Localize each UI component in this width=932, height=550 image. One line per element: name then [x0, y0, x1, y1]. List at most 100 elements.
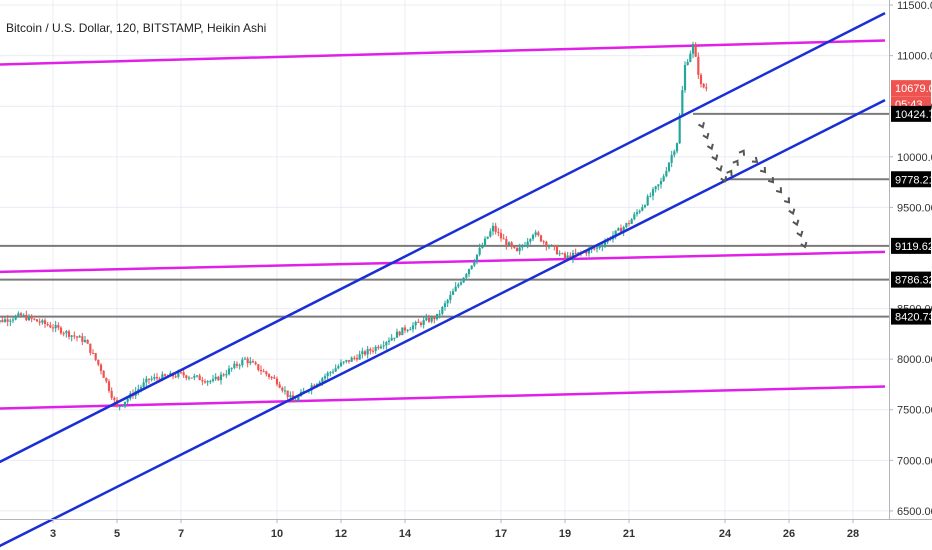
y-tick-label: 11500.00 — [897, 0, 932, 12]
candle-body — [142, 382, 145, 387]
candle-body — [521, 246, 524, 248]
candle-body — [62, 333, 65, 335]
candle-body — [398, 331, 401, 336]
candle-body — [430, 316, 433, 322]
candle-body — [78, 336, 81, 338]
candle-body — [526, 241, 529, 246]
candle-body — [97, 359, 100, 365]
candle-body — [174, 376, 177, 378]
candle-body — [126, 398, 129, 402]
candle-body — [289, 395, 292, 397]
candle-body — [273, 377, 276, 379]
candle-body — [379, 346, 383, 349]
candle-body — [73, 335, 76, 337]
candle-body — [57, 325, 60, 328]
candle-body — [574, 252, 577, 254]
price-label-bg — [891, 80, 931, 97]
candle-body — [659, 181, 663, 185]
candle-body — [542, 241, 545, 243]
candle-body — [350, 357, 353, 362]
candle-body — [345, 360, 348, 362]
candle-body — [702, 84, 705, 88]
candle-body — [577, 252, 580, 254]
candle-body — [275, 378, 279, 385]
candle-body — [209, 380, 212, 382]
candle-body — [241, 359, 244, 366]
candle-body — [657, 184, 660, 187]
candle-body — [689, 53, 692, 62]
price-axis[interactable]: 6500.007000.007500.008000.008500.009500.… — [889, 0, 932, 518]
candle-body — [219, 374, 223, 381]
candle-body — [505, 239, 508, 246]
candle-body — [238, 365, 241, 367]
candle-body — [1, 320, 4, 322]
candle-body — [478, 248, 481, 255]
candle-body — [6, 319, 9, 322]
price-label-bg — [891, 237, 931, 254]
candle-body — [249, 361, 252, 364]
candle-body — [593, 248, 596, 250]
y-tick-label: 7000.00 — [897, 455, 932, 467]
candle-body — [235, 363, 239, 366]
candle-body — [262, 371, 265, 373]
candle-body — [619, 228, 623, 232]
price-labels: 10679.0005:4310424.739778.219119.628786.… — [891, 80, 932, 325]
candle-body — [654, 186, 657, 190]
candle-body — [329, 372, 332, 374]
candle-body — [585, 251, 588, 254]
magenta-trendline — [0, 39, 886, 66]
candle-body — [113, 397, 116, 400]
candle-body — [17, 313, 20, 316]
candle-body — [641, 207, 644, 211]
x-tick-label: 21 — [623, 528, 635, 540]
candle-body — [118, 406, 121, 408]
candle-body — [9, 320, 12, 322]
x-tick-label: 14 — [399, 528, 412, 540]
channel-lines — [0, 12, 886, 548]
projection-arrow — [706, 143, 714, 151]
candle-body — [203, 381, 207, 383]
time-axis[interactable]: 3 5 7 10 12 14 17 19 21 24 26 28 — [50, 519, 859, 540]
candle-body — [358, 354, 361, 360]
candle-body — [561, 253, 564, 255]
projection-arrow — [726, 169, 733, 177]
channel-line-lower — [0, 99, 886, 548]
candle-body — [339, 362, 343, 367]
candle-body — [22, 314, 25, 316]
candle-body — [555, 246, 559, 255]
candle-body — [547, 246, 551, 248]
candle-body — [678, 115, 681, 144]
candle-body — [633, 214, 636, 220]
candle-body — [438, 313, 441, 315]
candle-body — [622, 226, 625, 232]
candle-body — [86, 339, 89, 344]
candle-body — [163, 374, 167, 376]
price-label: 10424.73 — [895, 109, 932, 121]
candle-body — [246, 358, 249, 364]
candle-body — [187, 377, 191, 379]
candle-body — [147, 378, 151, 380]
magenta-trendlines — [0, 39, 886, 410]
candle-body — [646, 196, 649, 206]
candle-body — [323, 376, 327, 379]
candle-body — [518, 247, 521, 252]
candle-body — [11, 319, 15, 321]
candle-body — [94, 353, 97, 360]
candle-body — [534, 232, 537, 235]
candle-body — [705, 87, 708, 89]
candle-body — [225, 374, 228, 376]
magenta-trendline — [0, 385, 886, 410]
candle-body — [587, 249, 591, 254]
candle-body — [443, 303, 447, 307]
candle-body — [673, 151, 676, 156]
candle-body — [454, 286, 457, 292]
candle-body — [65, 331, 68, 334]
candle-body — [377, 346, 380, 349]
candle-body — [537, 232, 540, 236]
candle-body — [281, 387, 284, 391]
x-tick-label: 12 — [335, 528, 347, 540]
candle-body — [393, 337, 396, 339]
candle-body — [158, 378, 161, 381]
projection-arrow — [759, 166, 767, 174]
